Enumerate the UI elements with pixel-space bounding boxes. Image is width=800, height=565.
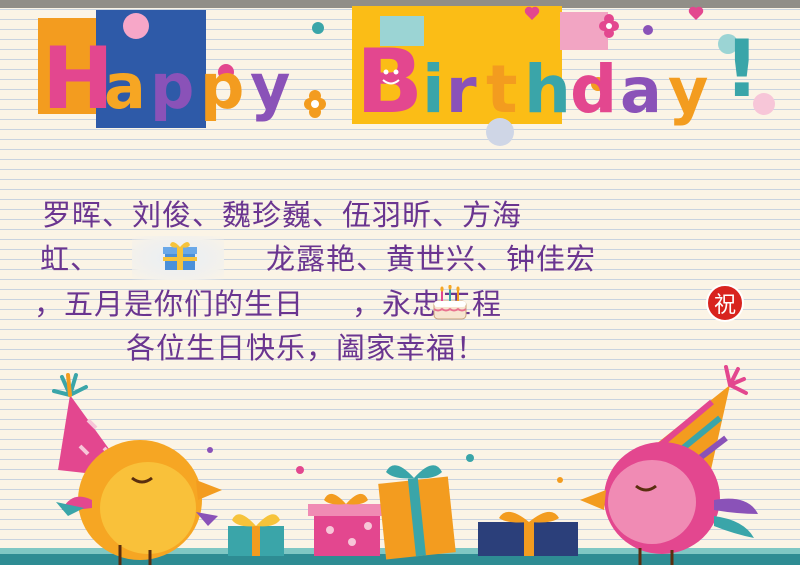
decor-dot — [718, 34, 738, 54]
flower-icon — [304, 90, 326, 118]
decor-dot — [218, 64, 234, 80]
party-hat-bird-icon — [580, 365, 758, 565]
gift-box-orange — [378, 465, 456, 560]
top-strip — [0, 0, 800, 8]
confetti — [207, 447, 213, 453]
title-letter-a: a — [104, 50, 146, 123]
gift-icon — [163, 241, 197, 270]
title-letter-B: B — [356, 30, 423, 133]
title-letter-p2: p — [200, 50, 244, 123]
title-letter-t: t — [486, 51, 518, 128]
decor-dot — [123, 13, 149, 39]
decor-dot — [643, 25, 653, 35]
gift-box-pink — [308, 493, 386, 556]
message-line-2-start: 虹、 — [40, 242, 101, 276]
gift-box-blue — [228, 514, 284, 556]
title-backdrop-mint — [380, 16, 424, 46]
smiley-face-icon — [382, 69, 400, 85]
decor-dot — [486, 118, 514, 146]
title-exclamation: ! — [724, 25, 760, 115]
party-hat-bird-icon — [52, 373, 222, 565]
heart-icon — [524, 6, 540, 21]
decor-dot — [753, 93, 775, 115]
message-line-4: 各位生日快乐，阖家幸福！ — [126, 331, 487, 365]
message-line-3: ，五月是你们的生日 ，永忠工程 — [34, 281, 502, 323]
title-letter-d: d — [570, 51, 617, 128]
decor-dot — [312, 22, 324, 34]
title-letter-p: p — [150, 50, 194, 123]
title-backdrop-pink — [560, 12, 608, 50]
message-line-1: 罗晖、刘俊、魏珍巍、伍羽昕、方海 — [42, 198, 523, 232]
decor-dot — [591, 77, 605, 91]
ground-stripe-dark — [0, 554, 800, 565]
message-line-3-after: ，永忠工程 — [352, 287, 503, 321]
message-line-3-text: ，五月是你们的生日 — [34, 287, 305, 321]
title-letter-r: r — [446, 54, 477, 127]
title-letter-H: H — [42, 29, 114, 129]
title-letter-a2: a — [620, 54, 662, 127]
title-backdrop-blue — [96, 10, 206, 128]
congratulation-badge-icon: 祝 — [706, 284, 744, 322]
confetti — [466, 454, 474, 462]
flower-icon — [599, 14, 619, 38]
title-letter-y: y — [250, 50, 290, 123]
birthday-cake-icon — [433, 285, 467, 320]
confetti — [296, 466, 304, 474]
title-letter-y2: y — [668, 54, 708, 127]
gift-box-navy — [478, 511, 578, 556]
message-line-2-end: 龙露艳、黄世兴、钟佳宏 — [266, 242, 597, 276]
heart-icon — [688, 6, 704, 20]
title-letter-h: h — [524, 51, 571, 128]
title-letter-i: i — [422, 51, 445, 128]
confetti — [557, 477, 563, 483]
